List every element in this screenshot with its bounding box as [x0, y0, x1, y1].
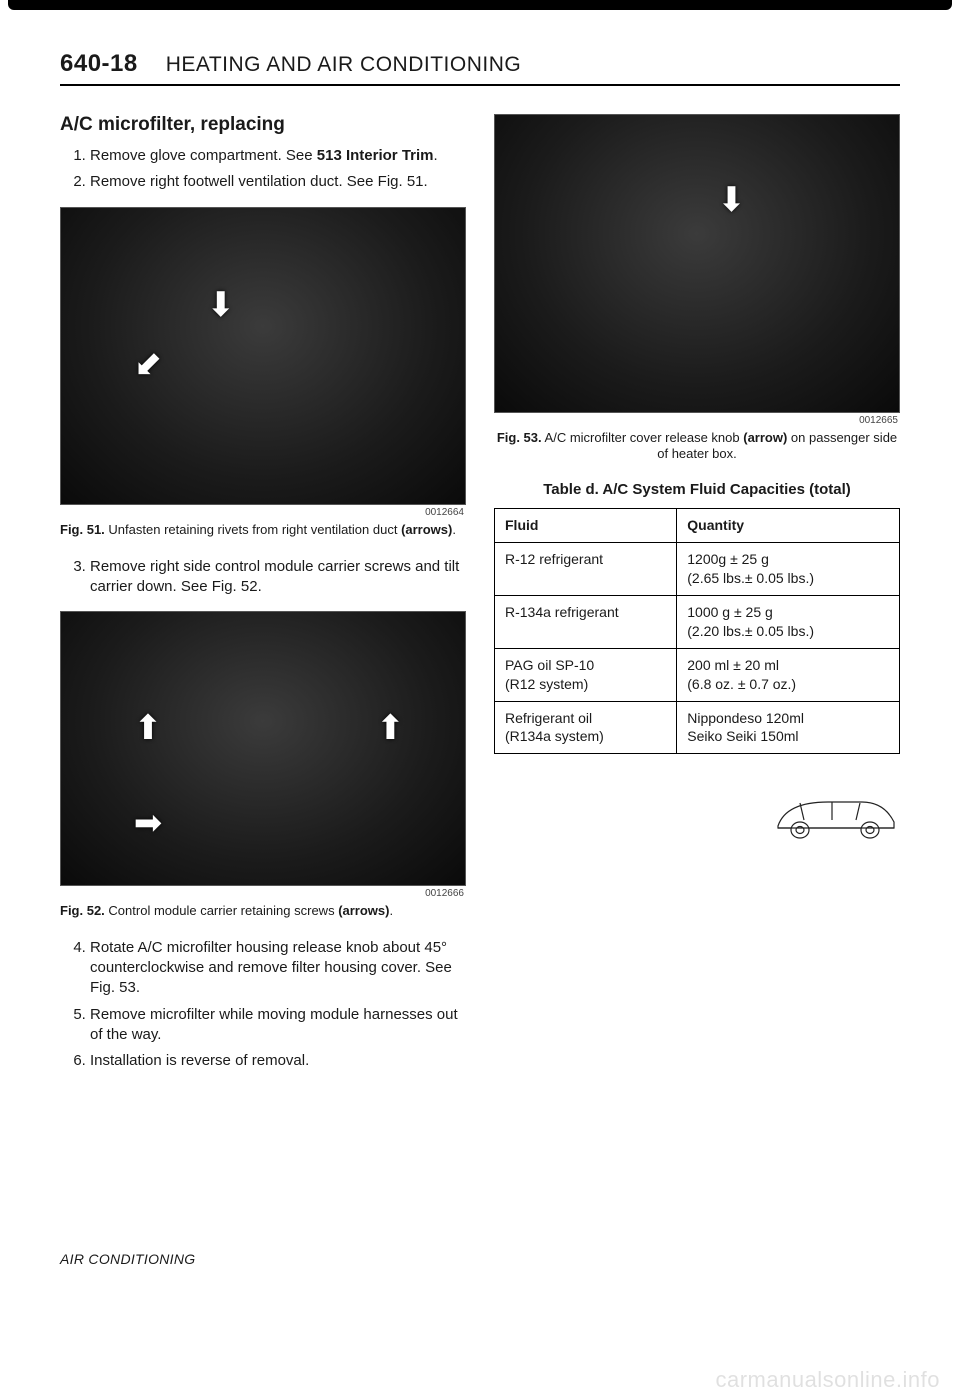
- cell-qty: 1000 g ± 25 g (2.20 lbs.± 0.05 lbs.): [677, 595, 900, 648]
- arrow-icon: ⬆: [376, 708, 405, 748]
- step-text: Installation is reverse of removal.: [90, 1052, 309, 1069]
- col-quantity: Quantity: [677, 509, 900, 543]
- cell-line: R-134a refrigerant: [505, 604, 619, 620]
- cell-line: Nippondeso 120ml: [687, 710, 804, 726]
- figure-label: Fig. 53.: [497, 430, 542, 445]
- cell-fluid: R-134a refrigerant: [495, 595, 677, 648]
- step-5: Remove microfilter while moving module h…: [90, 1005, 466, 1046]
- cell-fluid: R-12 refrigerant: [495, 543, 677, 596]
- figure-52-photo: ⬆ ⬆ ➡: [60, 611, 466, 886]
- caption-bold: (arrows): [338, 903, 389, 918]
- cell-line: (R134a system): [505, 728, 604, 744]
- caption-text: Control module carrier retaining screws: [108, 903, 338, 918]
- caption-text: A/C microfilter cover release knob: [545, 430, 744, 445]
- figure-53-photo: ⬇: [494, 114, 900, 413]
- footer-section-label: AIR CONDITIONING: [60, 1251, 466, 1267]
- steps-3: Remove right side control module carrier…: [60, 557, 466, 598]
- caption-bold: (arrows): [401, 522, 452, 537]
- figure-51-id: 0012664: [60, 507, 464, 518]
- cell-line: Seiko Seiki 150ml: [687, 728, 798, 744]
- cell-qty: Nippondeso 120ml Seiko Seiki 150ml: [677, 701, 900, 754]
- step-bold: 513 Interior Trim: [317, 147, 434, 164]
- caption-after: .: [389, 903, 393, 918]
- step-text: Remove microfilter while moving module h…: [90, 1006, 458, 1043]
- step-text: Remove right footwell ventilation duct. …: [90, 173, 428, 190]
- table-row: R-134a refrigerant 1000 g ± 25 g (2.20 l…: [495, 595, 900, 648]
- cell-line: (2.65 lbs.± 0.05 lbs.): [687, 570, 814, 586]
- figure-label: Fig. 51.: [60, 522, 105, 537]
- caption-text: Unfasten retaining rivets from right ven…: [108, 522, 401, 537]
- steps-1-2: Remove glove compartment. See 513 Interi…: [60, 146, 466, 193]
- arrow-icon: ⬇: [206, 285, 235, 325]
- page-number: 640-18: [60, 50, 138, 78]
- chapter-title: HEATING AND AIR CONDITIONING: [166, 53, 521, 77]
- arrow-icon: ⬆: [134, 708, 163, 748]
- figure-52-id: 0012666: [60, 888, 464, 899]
- cell-line: PAG oil SP-10: [505, 657, 594, 673]
- cell-line: Refrigerant oil: [505, 710, 592, 726]
- page-header: 640-18 HEATING AND AIR CONDITIONING: [60, 50, 900, 86]
- arrow-icon: ➡: [134, 803, 163, 843]
- cell-line: 1200g ± 25 g: [687, 551, 769, 567]
- step-6: Installation is reverse of removal.: [90, 1051, 466, 1071]
- cell-qty: 200 ml ± 20 ml (6.8 oz. ± 0.7 oz.): [677, 648, 900, 701]
- figure-51-caption: Fig. 51. Unfasten retaining rivets from …: [60, 522, 466, 539]
- section-title: A/C microfilter, replacing: [60, 114, 466, 136]
- scan-top-edge: [8, 0, 952, 10]
- content-columns: A/C microfilter, replacing Remove glove …: [60, 114, 900, 1267]
- table-title: Table d. A/C System Fluid Capacities (to…: [494, 481, 900, 498]
- right-column: ⬇ 0012665 Fig. 53. A/C microfilter cover…: [494, 114, 900, 1267]
- cell-line: (2.20 lbs.± 0.05 lbs.): [687, 623, 814, 639]
- step-2: Remove right footwell ventilation duct. …: [90, 172, 466, 192]
- figure-52-caption: Fig. 52. Control module carrier retainin…: [60, 903, 466, 920]
- step-3: Remove right side control module carrier…: [90, 557, 466, 598]
- step-text: Remove glove compartment. See: [90, 147, 317, 164]
- table-row: R-12 refrigerant 1200g ± 25 g (2.65 lbs.…: [495, 543, 900, 596]
- step-4: Rotate A/C microfilter housing release k…: [90, 938, 466, 999]
- cell-line: (R12 system): [505, 676, 588, 692]
- cell-fluid: Refrigerant oil (R134a system): [495, 701, 677, 754]
- caption-bold: (arrow): [743, 430, 787, 445]
- col-fluid: Fluid: [495, 509, 677, 543]
- figure-53-caption: Fig. 53. A/C microfilter cover release k…: [494, 430, 900, 464]
- car-icon: [770, 788, 900, 843]
- step-text: Remove right side control module carrier…: [90, 558, 459, 595]
- capacity-table: Fluid Quantity R-12 refrigerant 1200g ± …: [494, 508, 900, 754]
- figure-51-photo: ⬇ ⬋: [60, 207, 466, 506]
- cell-line: R-12 refrigerant: [505, 551, 603, 567]
- table-row: PAG oil SP-10 (R12 system) 200 ml ± 20 m…: [495, 648, 900, 701]
- cell-line: 200 ml ± 20 ml: [687, 657, 779, 673]
- table-row: Refrigerant oil (R134a system) Nippondes…: [495, 701, 900, 754]
- watermark: carmanualsonline.info: [0, 1367, 960, 1393]
- figure-53-id: 0012665: [494, 415, 898, 426]
- table-header-row: Fluid Quantity: [495, 509, 900, 543]
- cell-qty: 1200g ± 25 g (2.65 lbs.± 0.05 lbs.): [677, 543, 900, 596]
- manual-page: 640-18 HEATING AND AIR CONDITIONING A/C …: [0, 50, 960, 1307]
- left-column: A/C microfilter, replacing Remove glove …: [60, 114, 466, 1267]
- step-text-after: .: [434, 147, 438, 164]
- figure-label: Fig. 52.: [60, 903, 105, 918]
- step-1: Remove glove compartment. See 513 Interi…: [90, 146, 466, 166]
- cell-fluid: PAG oil SP-10 (R12 system): [495, 648, 677, 701]
- caption-after: .: [452, 522, 456, 537]
- car-illustration: [494, 788, 900, 848]
- arrow-icon: ⬇: [717, 180, 746, 220]
- step-text: Rotate A/C microfilter housing release k…: [90, 939, 452, 997]
- arrow-icon: ⬋: [134, 344, 163, 384]
- cell-line: 1000 g ± 25 g: [687, 604, 773, 620]
- cell-line: (6.8 oz. ± 0.7 oz.): [687, 676, 796, 692]
- steps-4-6: Rotate A/C microfilter housing release k…: [60, 938, 466, 1072]
